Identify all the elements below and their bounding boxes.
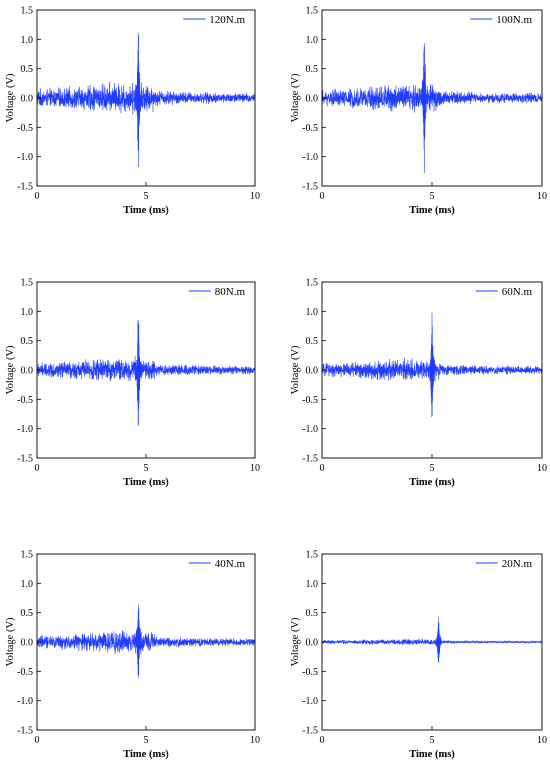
y-tick-label: -1.5	[302, 182, 318, 193]
y-tick-label: 0.5	[306, 336, 319, 347]
y-tick-label: -1.5	[17, 726, 33, 737]
y-tick-label: 0.0	[21, 94, 34, 105]
x-axis-label: Time (ms)	[123, 205, 169, 216]
x-axis-label: Time (ms)	[409, 477, 455, 488]
x-tick-label: 0	[35, 735, 40, 746]
x-tick-label: 10	[250, 463, 260, 474]
x-tick-label: 5	[430, 735, 435, 746]
chart-panel-5: 1.5 1.0 0.5 0.0 -0.5 -1.0 -1.50 5 10 Time (ms) Vol…	[5, 550, 260, 761]
x-tick-label: 10	[250, 191, 260, 202]
y-tick-label: -1.5	[302, 726, 318, 737]
x-tick-label: 5	[430, 191, 435, 202]
y-tick-label: 1.5	[306, 278, 319, 289]
x-axis-label: Time (ms)	[409, 205, 455, 216]
series-line-60N.m	[321, 312, 543, 418]
y-tick-label: 0.0	[306, 94, 319, 105]
legend-label: 40N.m	[215, 558, 246, 570]
y-tick-label: -1.5	[17, 182, 33, 193]
y-axis-label: Voltage (V)	[290, 617, 301, 667]
legend-label: 100N.m	[496, 14, 532, 26]
y-tick-label: 0.0	[306, 638, 319, 649]
y-tick-label: 1.5	[21, 278, 34, 289]
y-tick-label: -1.5	[17, 454, 33, 465]
x-tick-label: 5	[430, 463, 435, 474]
chart-panel-6: 1.5 1.0 0.5 0.0 -0.5 -1.0 -1.50 5 10 Time (ms) Vol…	[290, 550, 547, 761]
y-axis-label: Voltage (V)	[5, 73, 16, 123]
y-tick-label: -1.0	[302, 424, 318, 435]
x-axis-label: Time (ms)	[123, 749, 169, 760]
y-tick-label: 1.5	[21, 6, 34, 17]
y-tick-label: 1.0	[306, 307, 319, 318]
y-tick-label: -1.5	[302, 454, 318, 465]
x-tick-label: 5	[144, 463, 149, 474]
y-tick-label: 0.0	[21, 638, 34, 649]
y-tick-label: 0.5	[21, 64, 34, 75]
y-tick-label: 0.5	[306, 608, 319, 619]
y-tick-label: 1.0	[21, 579, 34, 590]
y-tick-label: 1.5	[306, 6, 319, 17]
x-tick-label: 10	[537, 735, 547, 746]
legend-label: 120N.m	[209, 14, 245, 26]
y-tick-label: -1.0	[302, 696, 318, 707]
y-tick-label: 1.0	[306, 35, 319, 46]
x-axis-label: Time (ms)	[409, 749, 455, 760]
y-tick-label: -1.0	[17, 424, 33, 435]
legend-label: 80N.m	[215, 286, 246, 298]
y-tick-label: 1.5	[306, 550, 319, 561]
chart-panel-1: 1.5 1.0 0.5 0.0 -0.5 -1.0 -1.50 5 10 Time (ms) Vol…	[5, 6, 260, 217]
series-line-120N.m	[36, 32, 256, 168]
y-tick-label: -0.5	[17, 123, 33, 134]
x-tick-label: 5	[144, 191, 149, 202]
x-tick-label: 0	[35, 463, 40, 474]
y-axis-label: Voltage (V)	[5, 617, 16, 667]
y-tick-label: -1.0	[17, 152, 33, 163]
x-tick-label: 5	[144, 735, 149, 746]
y-tick-label: -0.5	[17, 667, 33, 678]
x-tick-label: 10	[537, 191, 547, 202]
series-line-100N.m	[321, 43, 543, 173]
legend-label: 60N.m	[502, 286, 533, 298]
y-tick-label: 0.0	[21, 366, 34, 377]
y-tick-label: -0.5	[17, 395, 33, 406]
x-tick-label: 0	[320, 463, 325, 474]
x-tick-label: 0	[320, 735, 325, 746]
y-axis-label: Voltage (V)	[290, 73, 301, 123]
y-tick-label: 0.5	[21, 336, 34, 347]
x-tick-label: 0	[35, 191, 40, 202]
legend-label: 20N.m	[502, 558, 533, 570]
y-axis-label: Voltage (V)	[5, 345, 16, 395]
y-tick-label: 1.0	[21, 35, 34, 46]
y-tick-label: -0.5	[302, 667, 318, 678]
y-tick-label: -0.5	[302, 123, 318, 134]
series-line-80N.m	[36, 319, 256, 426]
y-axis-label: Voltage (V)	[290, 345, 301, 395]
y-tick-label: -0.5	[302, 395, 318, 406]
y-tick-label: -1.0	[17, 696, 33, 707]
y-tick-label: 1.0	[306, 579, 319, 590]
series-line-20N.m	[321, 616, 543, 663]
series-line-40N.m	[36, 604, 256, 678]
x-tick-label: 10	[537, 463, 547, 474]
chart-panel-2: 1.5 1.0 0.5 0.0 -0.5 -1.0 -1.50 5 10 Time (ms) Vol…	[290, 6, 547, 217]
y-tick-label: 1.5	[21, 550, 34, 561]
y-tick-label: 0.5	[21, 608, 34, 619]
x-axis-label: Time (ms)	[123, 477, 169, 488]
y-tick-label: -1.0	[302, 152, 318, 163]
chart-panel-3: 1.5 1.0 0.5 0.0 -0.5 -1.0 -1.50 5 10 Time (ms) Vol…	[5, 278, 260, 489]
y-tick-label: 1.0	[21, 307, 34, 318]
y-tick-label: 0.5	[306, 64, 319, 75]
chart-panel-4: 1.5 1.0 0.5 0.0 -0.5 -1.0 -1.50 5 10 Time (ms) Vol…	[290, 278, 547, 489]
x-tick-label: 10	[250, 735, 260, 746]
y-tick-label: 0.0	[306, 366, 319, 377]
x-tick-label: 0	[320, 191, 325, 202]
